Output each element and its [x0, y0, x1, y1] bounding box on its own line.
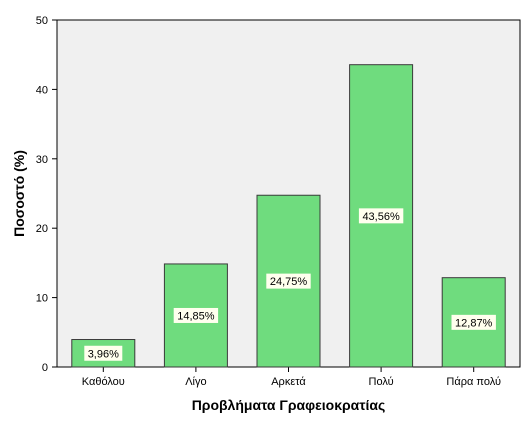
data-label: 3,96%	[88, 348, 119, 360]
data-label: 12,87%	[455, 317, 493, 329]
x-tick-label: Καθόλου	[82, 376, 125, 388]
y-tick-label: 30	[36, 154, 48, 166]
data-label-box	[266, 273, 311, 289]
x-axis: Καθόλου Λίγο Αρκετά Πολύ Πάρα πολύ	[82, 367, 501, 388]
data-label-box	[451, 314, 496, 330]
y-tick-label: 50	[36, 15, 48, 27]
y-tick-label: 20	[36, 223, 48, 235]
y-axis-title: Ποσοστό (%)	[11, 150, 27, 237]
x-tick-label: Πολύ	[369, 376, 394, 388]
x-tick-label: Αρκετά	[271, 376, 306, 388]
data-label: 24,75%	[270, 276, 308, 288]
x-axis-title: Προβλήματα Γραφειοκρατίας	[192, 397, 386, 413]
bars: 3,96% 14,85% 24,75% 43,56% 12,87%	[71, 64, 506, 368]
data-label: 43,56%	[362, 211, 400, 223]
y-tick-label: 40	[36, 84, 48, 96]
data-label-box	[358, 208, 404, 224]
data-label-box	[84, 345, 123, 361]
data-label-box	[173, 307, 219, 323]
y-tick-label: 10	[36, 293, 48, 305]
y-tick-label: 0	[42, 362, 48, 374]
data-label: 14,85%	[177, 310, 215, 322]
x-tick-label: Πάρα πολύ	[446, 376, 501, 388]
x-tick-label: Λίγο	[185, 376, 206, 388]
y-axis: 0 10 20 30 40 50	[36, 15, 58, 374]
